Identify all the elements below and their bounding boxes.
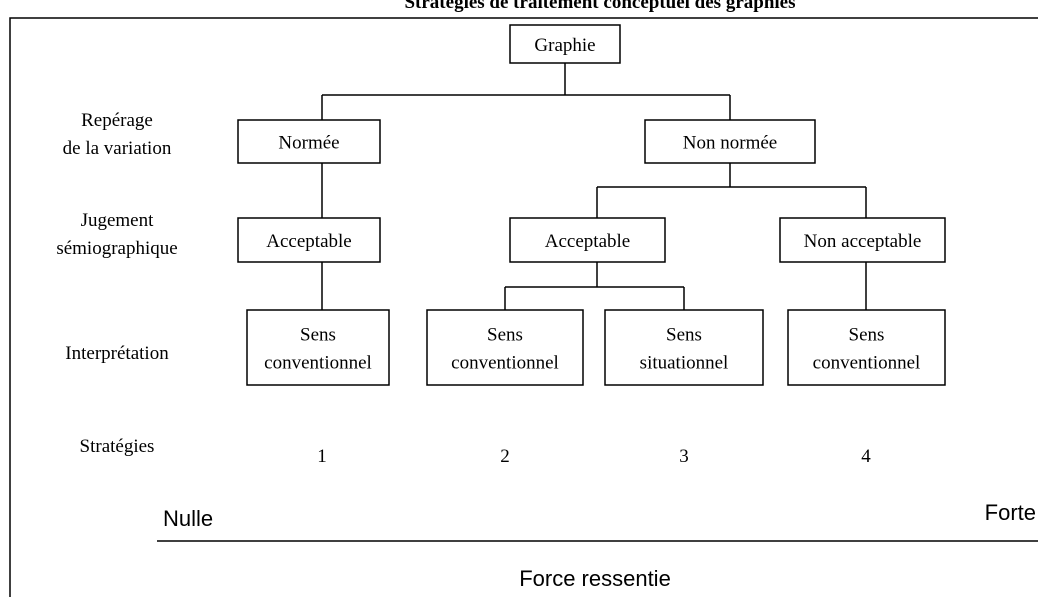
frame: [9, 17, 1038, 597]
node-label: Acceptable: [266, 231, 351, 252]
scale-min: Nulle: [163, 506, 213, 531]
node-label: situationnel: [640, 353, 729, 374]
node-box: [787, 309, 946, 386]
node-box: [509, 24, 621, 64]
connectors: [321, 63, 867, 310]
node-label: Normée: [278, 133, 339, 154]
strategy-number: 4: [861, 446, 871, 467]
strategy-number: 3: [679, 446, 689, 467]
node-label: Acceptable: [545, 231, 630, 252]
node-label: Graphie: [534, 35, 595, 56]
node-box: [509, 217, 666, 263]
level-label: Stratégies: [80, 436, 155, 457]
level-label: sémiographique: [56, 238, 177, 259]
title: Stratégies de traitement conceptuel des …: [404, 0, 795, 13]
node-label: conventionnel: [813, 353, 921, 374]
node-box: [246, 309, 390, 386]
node-label: conventionnel: [264, 353, 372, 374]
node-box: [237, 217, 381, 263]
node-box: [426, 309, 584, 386]
strategy-number: 2: [500, 446, 510, 467]
node-box: [644, 119, 816, 164]
node-label: Non acceptable: [804, 231, 922, 252]
node-label: Sens: [666, 325, 702, 346]
node-box: [779, 217, 946, 263]
node-label: Sens: [487, 325, 523, 346]
node-box: [604, 309, 764, 386]
node-label: conventionnel: [451, 353, 559, 374]
level-label: de la variation: [63, 138, 172, 159]
node-label: Non normée: [683, 133, 777, 154]
node-label: Sens: [849, 325, 885, 346]
strategy-number: 1: [317, 446, 327, 467]
level-label: Interprétation: [65, 343, 169, 364]
node-box: [237, 119, 381, 164]
level-label: Repérage: [81, 110, 153, 131]
level-label: Jugement: [81, 210, 155, 231]
node-label: Sens: [300, 325, 336, 346]
scale-label: Force ressentie: [519, 566, 671, 591]
scale-max: Forte: [985, 500, 1036, 525]
